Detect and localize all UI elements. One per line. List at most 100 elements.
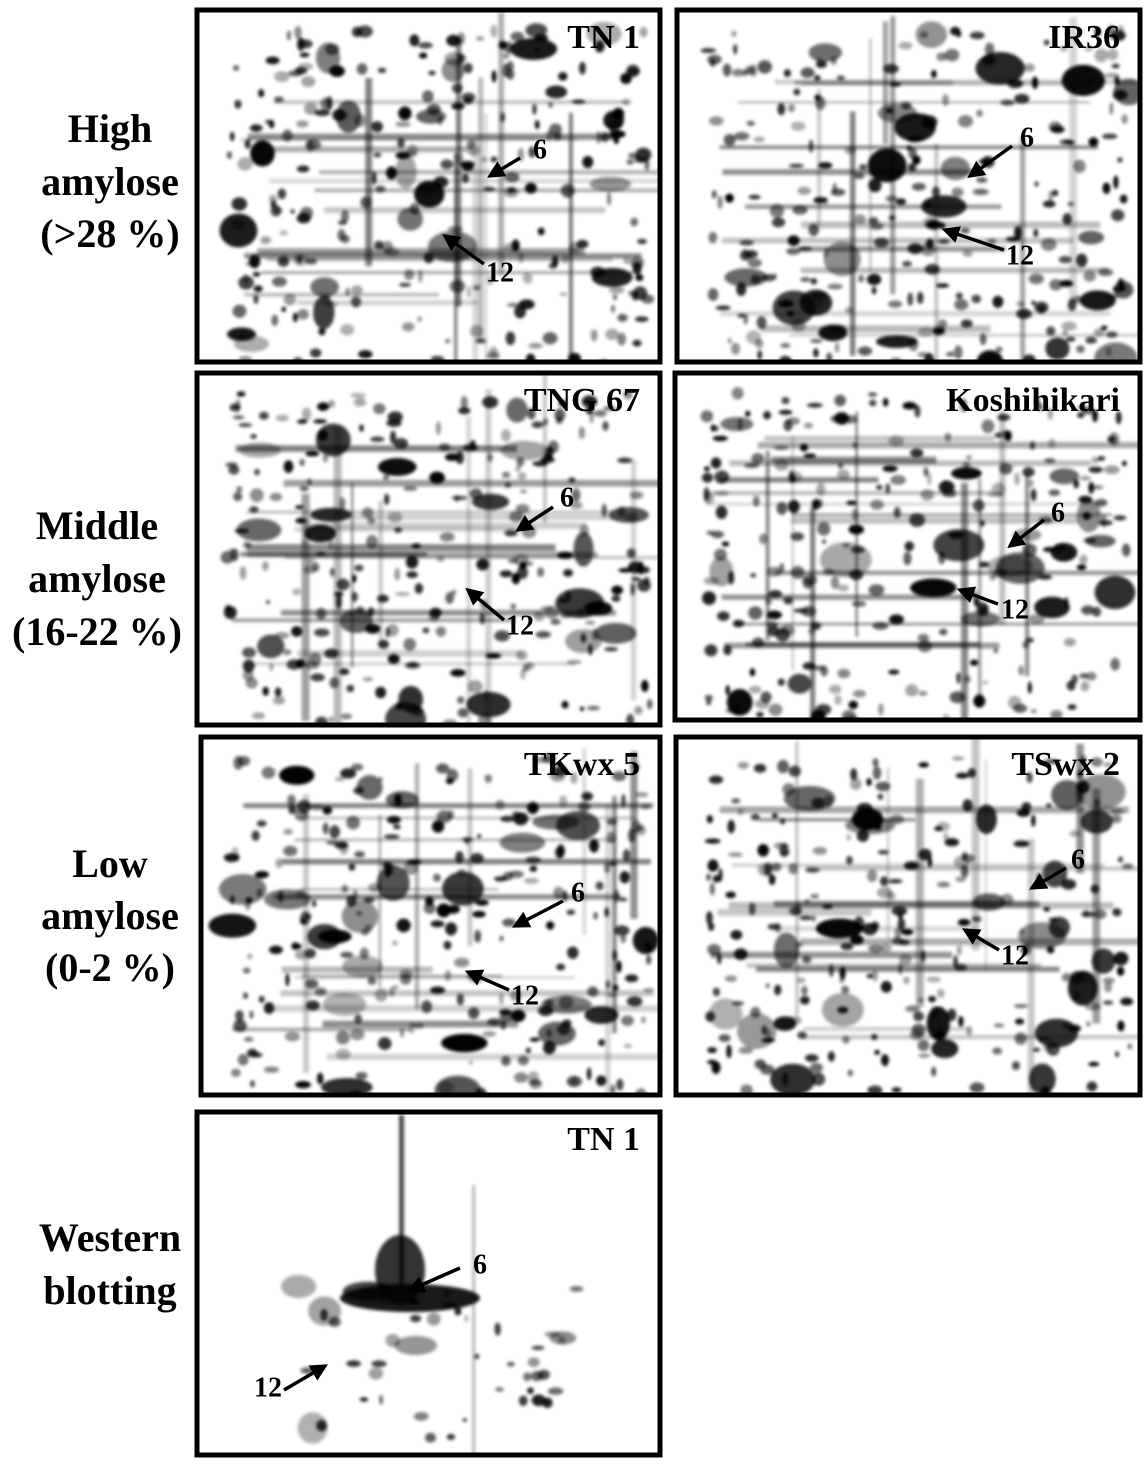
spot xyxy=(971,294,982,304)
spot xyxy=(1014,93,1030,104)
streak xyxy=(309,514,636,521)
spot xyxy=(297,308,309,320)
spot xyxy=(299,206,314,220)
spot xyxy=(1028,1063,1056,1095)
spot xyxy=(1020,943,1031,956)
spot xyxy=(245,677,258,689)
spot xyxy=(545,85,568,99)
spot xyxy=(418,269,423,283)
streak xyxy=(764,435,995,441)
spot xyxy=(737,313,745,318)
spot xyxy=(783,69,792,78)
spot xyxy=(903,861,919,870)
spot xyxy=(382,474,390,481)
spot xyxy=(872,766,882,780)
row-label: (16-22 %) xyxy=(12,609,182,654)
spot xyxy=(897,917,906,931)
spot xyxy=(926,219,942,230)
spot xyxy=(969,1082,985,1093)
spot xyxy=(499,832,546,853)
spot xyxy=(1040,238,1057,251)
spot xyxy=(487,453,493,462)
spot xyxy=(375,686,387,699)
spot xyxy=(329,65,345,77)
spot xyxy=(598,1039,605,1047)
spot xyxy=(501,429,511,442)
spot xyxy=(596,1075,607,1087)
streak xyxy=(612,796,617,1034)
spot xyxy=(423,902,436,914)
spot xyxy=(1071,674,1078,684)
spot xyxy=(234,99,242,109)
spot xyxy=(484,774,493,783)
spot xyxy=(387,512,403,523)
streak xyxy=(351,482,354,668)
spot xyxy=(1093,328,1105,337)
spot xyxy=(905,1005,921,1013)
spot xyxy=(704,644,718,657)
spot xyxy=(1082,406,1094,415)
spot xyxy=(514,305,526,319)
spot xyxy=(617,332,627,346)
spot xyxy=(947,1008,957,1022)
spot xyxy=(804,899,811,904)
spot xyxy=(891,937,903,945)
spot xyxy=(921,949,926,963)
spot xyxy=(834,394,847,407)
spot xyxy=(945,351,955,357)
spot xyxy=(1110,657,1120,671)
spot xyxy=(608,128,616,140)
spot xyxy=(392,985,399,990)
spot xyxy=(435,626,447,637)
spot xyxy=(423,252,434,264)
spot xyxy=(593,410,607,417)
spot xyxy=(291,626,303,637)
spot xyxy=(880,981,892,993)
spot xyxy=(973,694,986,708)
spot xyxy=(373,403,386,415)
spot xyxy=(926,976,941,983)
spot xyxy=(813,75,821,81)
spot xyxy=(472,493,510,510)
spot xyxy=(903,976,910,985)
spot xyxy=(482,396,499,409)
spot xyxy=(429,986,446,994)
spot xyxy=(562,890,568,902)
spot xyxy=(725,193,734,203)
spot xyxy=(914,405,921,418)
spot xyxy=(510,31,525,42)
spot xyxy=(882,465,898,472)
spot xyxy=(329,567,335,577)
spot xyxy=(617,506,626,517)
spot xyxy=(395,591,411,597)
spot xyxy=(346,815,360,830)
spot xyxy=(1061,321,1077,331)
spot xyxy=(1048,190,1054,203)
spot xyxy=(1025,637,1035,643)
gel-panel: TN 1 6 12 xyxy=(194,1109,663,1458)
spot xyxy=(797,1031,807,1039)
spot xyxy=(1094,48,1108,63)
spot xyxy=(517,472,527,480)
spot xyxy=(537,1369,550,1380)
spot xyxy=(322,992,367,1017)
spot xyxy=(554,408,566,422)
streak xyxy=(378,500,384,645)
spot xyxy=(359,1397,369,1402)
spot xyxy=(893,506,901,519)
spot xyxy=(264,119,272,125)
spot xyxy=(868,584,885,596)
spot xyxy=(895,198,907,205)
spot xyxy=(866,273,882,286)
spot xyxy=(767,923,781,930)
streak xyxy=(260,271,634,275)
spot xyxy=(350,296,362,308)
streak xyxy=(246,510,615,514)
spot xyxy=(822,568,835,576)
spot xyxy=(847,1069,854,1077)
spot xyxy=(773,1016,797,1031)
streak xyxy=(855,411,858,638)
spot xyxy=(515,503,530,514)
spot xyxy=(1091,948,1116,974)
spot xyxy=(1088,137,1099,147)
